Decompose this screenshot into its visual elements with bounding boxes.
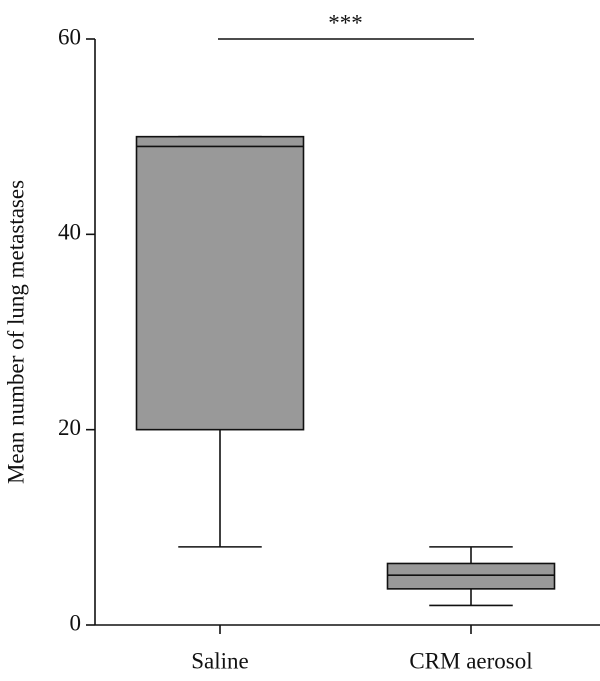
y-tick-label: 0 xyxy=(70,610,82,635)
y-axis-label: Mean number of lung metastases xyxy=(3,180,28,484)
x-tick-label: Saline xyxy=(191,648,249,673)
y-tick-label: 20 xyxy=(58,415,81,440)
y-tick-label: 40 xyxy=(58,220,81,245)
y-tick-label: 60 xyxy=(58,24,81,49)
box xyxy=(386,562,556,590)
box xyxy=(135,135,305,431)
significance-label: *** xyxy=(328,10,363,35)
x-tick-label: CRM aerosol xyxy=(409,648,532,673)
